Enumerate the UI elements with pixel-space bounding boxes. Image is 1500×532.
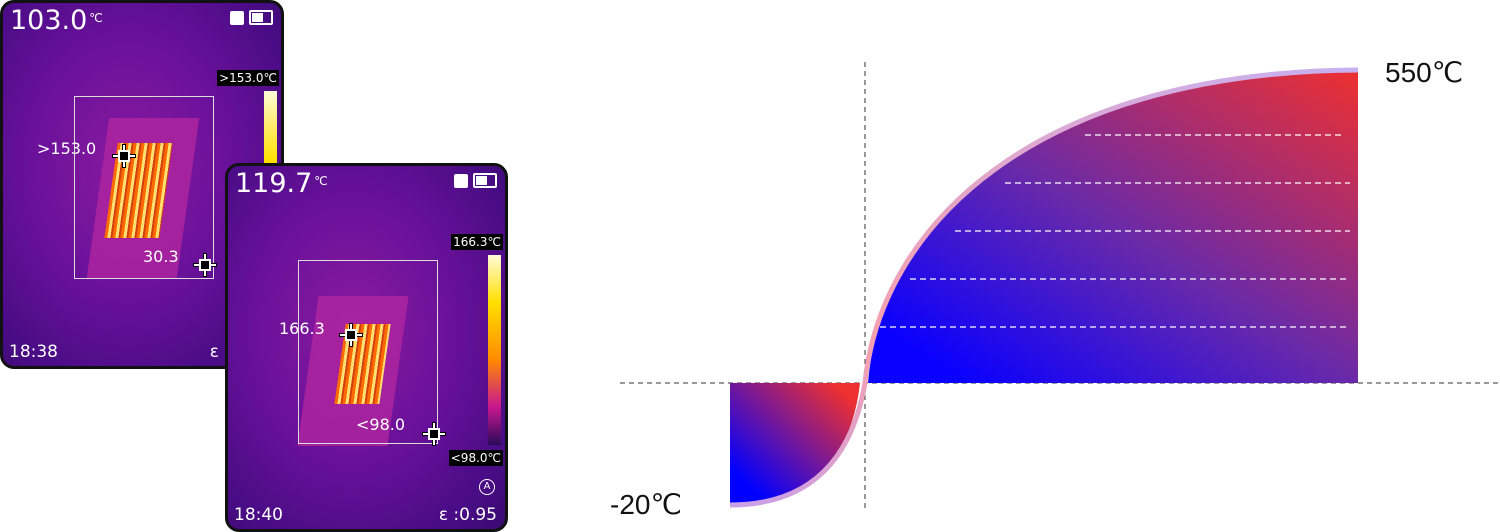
min-range-label: -20℃ xyxy=(610,489,682,520)
range-curve xyxy=(729,67,1359,508)
status-icons xyxy=(454,173,497,188)
min-crosshair-icon xyxy=(193,253,217,277)
low-range-area xyxy=(730,383,860,505)
scale-max-label: 166.3℃ xyxy=(451,234,503,250)
emissivity-label: ε :0.95 xyxy=(438,505,497,525)
thermal-screen-2: 119.7 ℃ 166.3℃ <98.0℃ 166.3 <98.0 A 18:40… xyxy=(225,163,508,532)
status-icons xyxy=(230,10,273,25)
max-value-label: 166.3 xyxy=(279,319,325,338)
scale-min-label: <98.0℃ xyxy=(448,450,503,466)
battery-icon xyxy=(249,10,273,25)
min-value-label: <98.0 xyxy=(356,415,406,434)
high-range-area xyxy=(868,70,1358,383)
sd-card-icon xyxy=(454,173,468,188)
max-crosshair-icon xyxy=(112,144,136,168)
battery-icon xyxy=(473,173,497,188)
color-scale-bar xyxy=(488,255,501,445)
temp-unit: ℃ xyxy=(89,11,103,25)
temp-unit: ℃ xyxy=(314,174,328,188)
auto-mode-icon: A xyxy=(479,479,495,495)
sd-card-icon xyxy=(230,10,244,25)
clock: 18:40 xyxy=(234,505,283,525)
main-temperature: 119.7 ℃ xyxy=(235,168,328,199)
scale-max-label: >153.0℃ xyxy=(217,70,279,86)
emissivity-label: ε xyxy=(209,342,219,362)
max-range-label: 550℃ xyxy=(1385,57,1464,88)
temp-value: 119.7 xyxy=(235,168,313,199)
max-value-label: >153.0 xyxy=(37,139,97,158)
clock: 18:38 xyxy=(9,342,58,362)
max-crosshair-icon xyxy=(339,323,363,347)
level-lines xyxy=(880,134,1350,328)
roi-box[interactable] xyxy=(74,96,214,279)
temp-value: 103.0 xyxy=(10,5,88,36)
roi-box[interactable] xyxy=(298,260,438,444)
min-crosshair-icon xyxy=(422,422,446,446)
main-temperature: 103.0 ℃ xyxy=(10,5,103,36)
min-value-label: 30.3 xyxy=(143,247,179,266)
